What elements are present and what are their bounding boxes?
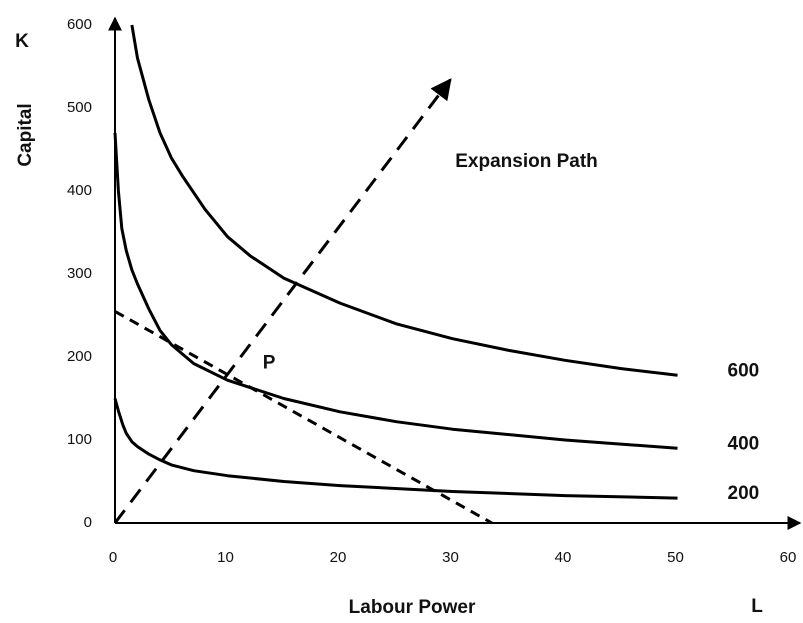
y-symbol: K (15, 31, 29, 52)
x-symbol: L (751, 596, 763, 617)
isoquant (113, 398, 678, 500)
dashed-line (113, 78, 452, 524)
y-tick-label: 300 (67, 265, 92, 282)
annotation: P (263, 353, 276, 374)
x-tick-label: 20 (330, 549, 347, 566)
isoquant (113, 132, 678, 450)
y-tick-label: 400 (67, 182, 92, 199)
line-label: 600 (728, 360, 760, 381)
line-label: 200 (728, 483, 760, 504)
y-axis-label: Capital (15, 103, 36, 166)
x-tick-label: 0 (109, 549, 117, 566)
x-tick-label: 30 (442, 549, 459, 566)
x-tick-label: 50 (667, 549, 684, 566)
line-label: Expansion Path (455, 151, 598, 172)
y-tick-label: 0 (84, 514, 92, 531)
y-tick-label: 200 (67, 348, 92, 365)
y-tick-label: 100 (67, 431, 92, 448)
line-label: 400 (728, 433, 760, 454)
x-axis-label: Labour Power (349, 597, 476, 618)
dashed-line (114, 310, 493, 525)
y-tick-label: 600 (67, 16, 92, 33)
x-tick-label: 10 (217, 549, 234, 566)
x-tick-label: 40 (555, 549, 572, 566)
x-tick-label: 60 (780, 549, 797, 566)
isoquant (130, 24, 678, 377)
y-tick-label: 500 (67, 99, 92, 116)
